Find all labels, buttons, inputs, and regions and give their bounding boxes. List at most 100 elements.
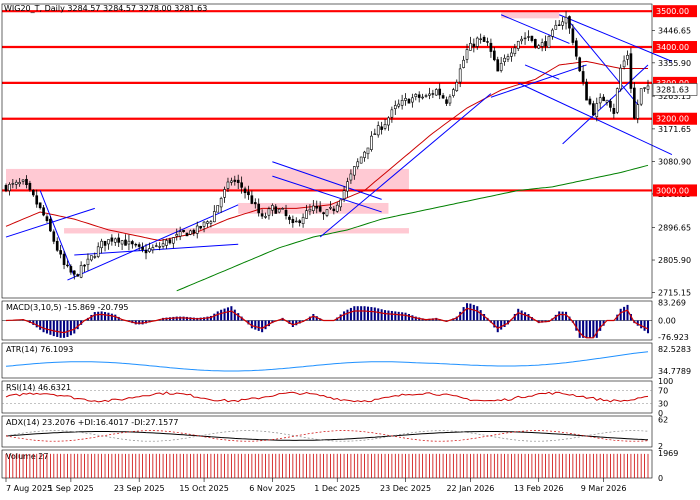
candle-body — [595, 103, 599, 117]
candle-body — [195, 225, 199, 234]
macd-signal-line — [5, 307, 649, 339]
candle-body — [636, 104, 640, 119]
candle-body — [141, 246, 144, 250]
candle-body — [646, 85, 650, 90]
candle-body — [523, 37, 527, 40]
indicator-panels: MACD(3,10,5) -15.869 -20.795 83.269 0.00 -7… — [1, 298, 691, 483]
candle-body — [247, 191, 250, 196]
candle-body — [25, 178, 28, 186]
price-tick-label: 3355.90 — [658, 59, 691, 68]
trendline-2 — [67, 204, 239, 281]
candle-body — [124, 239, 127, 246]
x-tick-label: 23 Dec 2025 — [380, 484, 431, 493]
candle-body — [609, 100, 612, 108]
candle-body — [291, 219, 295, 224]
candle-body — [530, 35, 534, 41]
candle-body — [93, 256, 97, 258]
candle-body — [219, 197, 223, 208]
candle-body — [230, 180, 233, 183]
moving-average-green — [176, 164, 649, 292]
candle-body — [55, 240, 59, 251]
candle-body — [59, 250, 62, 255]
candle-body — [165, 240, 168, 246]
candle-body — [107, 239, 110, 245]
x-tick-label: 7 Aug 2025 — [6, 484, 52, 493]
candle-body — [407, 98, 411, 104]
candle-body — [516, 40, 520, 49]
candle-body — [8, 184, 11, 191]
candle-body — [332, 208, 336, 212]
candle-body — [117, 237, 121, 243]
price-tick-label: 2896.65 — [658, 223, 691, 232]
candle-body — [578, 57, 582, 72]
panel-tick-label-volume: 0 — [658, 474, 663, 483]
candle-body — [322, 212, 325, 215]
price-panel-frame — [1, 3, 653, 299]
candle-body — [417, 94, 421, 98]
candle-body — [421, 96, 424, 99]
candle-body — [581, 71, 585, 83]
x-tick-label: 1 Sep 2025 — [48, 484, 94, 493]
candle-body — [520, 38, 523, 42]
candle-body — [86, 258, 90, 265]
panel-label-macd: MACD(3,10,5) -15.869 -20.795 — [6, 303, 129, 312]
level-tag-bg — [653, 112, 697, 125]
x-tick-label: 23 Sep 2025 — [114, 484, 165, 493]
candle-body — [356, 161, 360, 168]
candle-body — [212, 211, 216, 223]
candle-body — [428, 93, 431, 96]
candle-body — [479, 38, 482, 40]
candle-body — [100, 240, 103, 249]
candle-body — [236, 179, 240, 183]
candle-body — [298, 220, 302, 224]
candle-body — [267, 208, 271, 216]
candle-body — [308, 208, 312, 212]
candle-body — [168, 239, 172, 244]
candle-body — [626, 55, 629, 60]
panel-tick-label-adx: 62 — [658, 416, 668, 425]
panel-label-atr: ATR(14) 76.1093 — [6, 345, 73, 354]
candle-body — [329, 206, 332, 209]
trendlines — [5, 14, 673, 281]
trendline-5 — [272, 175, 382, 213]
candle-body — [21, 179, 25, 182]
candlesticks — [4, 11, 650, 280]
candle-body — [79, 265, 83, 278]
candle-body — [557, 24, 561, 26]
candle-body — [561, 21, 564, 26]
candle-body — [393, 105, 397, 110]
candle-body — [11, 183, 15, 185]
horizontal-levels — [2, 10, 652, 192]
candle-body — [622, 60, 626, 68]
candle-body — [301, 217, 305, 225]
candle-body — [182, 229, 185, 232]
candle-body — [250, 195, 254, 204]
candle-body — [643, 87, 646, 89]
candle-body — [4, 185, 8, 192]
candle-body — [503, 57, 506, 63]
level-tag-bg — [653, 184, 697, 197]
candle-body — [544, 41, 547, 47]
price-tags: 3500.003400.003300.003200.003000.003281.… — [652, 5, 698, 197]
candle-body — [411, 97, 414, 103]
candle-body — [537, 45, 541, 49]
candle-body — [496, 59, 500, 72]
candle-body — [493, 50, 496, 61]
candle-body — [284, 209, 288, 217]
candle-body — [35, 195, 39, 205]
candle-body — [482, 36, 486, 42]
candle-body — [342, 190, 346, 200]
price-tick-label: 2805.90 — [658, 256, 691, 265]
candle-body — [397, 103, 401, 107]
candle-body — [383, 123, 387, 129]
candle-body — [486, 41, 489, 43]
candle-body — [568, 16, 571, 29]
candle-body — [527, 36, 530, 38]
price-tick-label: 2715.15 — [658, 289, 691, 298]
x-tick-label: 15 Oct 2025 — [179, 484, 228, 493]
candle-body — [438, 88, 442, 96]
candle-body — [28, 182, 32, 190]
candle-body — [424, 95, 428, 97]
panel-tick-label-macd: 83.269 — [658, 298, 686, 307]
candle-body — [271, 205, 274, 211]
